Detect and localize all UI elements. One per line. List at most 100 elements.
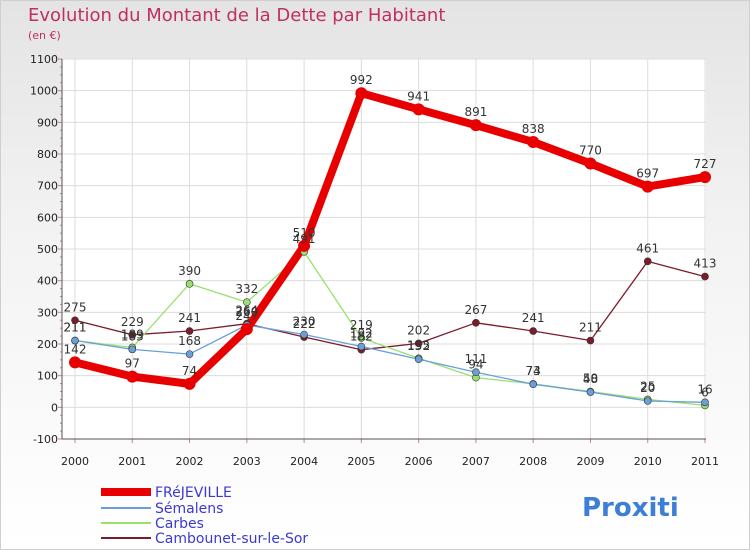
data-point: [357, 342, 366, 351]
data-label: 230: [293, 315, 316, 329]
x-tick-label: 2008: [519, 455, 547, 468]
y-tick-label: 300: [37, 306, 58, 319]
data-label: 73: [526, 364, 541, 378]
y-tick-label: 600: [37, 211, 58, 224]
data-point: [586, 336, 595, 345]
data-label: 97: [125, 357, 140, 371]
series-points: [69, 87, 711, 410]
data-point: [185, 280, 194, 288]
data-label: 211: [64, 321, 87, 335]
data-point: [472, 368, 480, 376]
data-point: [298, 239, 311, 252]
x-tick-labels: 2000 2001 2002 2003 2004 2005 2006 2007 2008 2009…: [61, 455, 719, 468]
x-tick-label: 2007: [462, 455, 490, 468]
data-point: [183, 377, 196, 390]
data-point: [412, 103, 425, 116]
series-line-FRéJEVILLE: [71, 89, 709, 388]
data-label: 20: [640, 381, 655, 395]
x-tick-label: 2005: [347, 455, 375, 468]
data-point: [126, 370, 139, 383]
x-tick-label: 2003: [233, 455, 261, 468]
series-lines: [71, 89, 709, 407]
data-point: [469, 119, 482, 132]
legend-label: Sémalens: [155, 501, 223, 517]
legend-label: Carbes: [155, 516, 204, 532]
data-label: 332: [235, 282, 258, 296]
series-line-Carbes: [74, 251, 706, 407]
data-label: 183: [121, 329, 144, 343]
data-point: [641, 180, 654, 193]
data-point: [529, 327, 537, 335]
proxiti-logo: Proxiti: [582, 493, 679, 523]
axes: [58, 58, 706, 443]
data-label: 838: [522, 122, 545, 136]
data-labels: 275 229 241 264 222 182 202 267 241 211 461 413 211 1…: [64, 73, 717, 399]
y-tick-label: 100: [37, 370, 58, 383]
data-label: 74: [526, 364, 541, 378]
data-label: 229: [121, 315, 144, 329]
series-line-Cambounet-sur-le-Sor: [74, 260, 706, 351]
y-tick-labels: -100 0 100 200 300 400 500 600 700 800 900 1000 1100: [30, 53, 58, 446]
data-point: [701, 272, 709, 281]
data-label: 275: [64, 300, 87, 314]
data-label: 94: [468, 358, 483, 372]
legend: FRéJEVILLESémalensCarbesCambounet-sur-le…: [101, 485, 308, 547]
x-tick-label: 2010: [634, 455, 662, 468]
data-point: [71, 336, 79, 345]
x-tick-label: 2002: [176, 455, 204, 468]
series-line-Sémalens: [74, 324, 706, 403]
data-point: [357, 334, 366, 342]
data-point: [699, 171, 711, 184]
y-tick-label: 0: [51, 401, 58, 414]
data-label: 192: [350, 327, 373, 341]
data-point: [71, 316, 79, 325]
data-label: 25: [640, 379, 655, 393]
data-point: [240, 323, 253, 336]
y-tick-label: 1100: [30, 53, 58, 66]
x-tick-label: 2001: [118, 455, 146, 468]
data-label: 267: [464, 303, 487, 317]
data-label: 211: [64, 321, 87, 335]
x-tick-label: 2000: [61, 455, 89, 468]
chart-title: Evolution du Montant de la Dette par Hab…: [28, 5, 446, 26]
data-label: 247: [235, 309, 258, 323]
data-point: [586, 388, 595, 396]
y-tick-label: 200: [37, 338, 58, 351]
legend-label: FRéJEVILLE: [155, 485, 232, 501]
data-label: 74: [182, 364, 197, 378]
data-label: 941: [407, 89, 430, 103]
data-point: [300, 330, 308, 339]
data-point: [128, 331, 137, 339]
data-label: 189: [121, 327, 144, 341]
data-label: 111: [464, 352, 487, 366]
data-point: [185, 350, 194, 358]
data-label: 222: [293, 317, 316, 331]
data-point: [529, 380, 537, 389]
legend-label: Cambounet-sur-le-Sor: [155, 531, 308, 547]
x-tick-label: 2004: [290, 455, 318, 468]
data-label: 241: [178, 311, 201, 325]
y-tick-label: 800: [37, 148, 58, 161]
y-tick-label: 400: [37, 275, 58, 288]
data-point: [643, 397, 652, 405]
data-point: [701, 398, 709, 407]
data-label: 491: [293, 232, 316, 246]
data-label: 697: [636, 167, 659, 181]
data-point: [69, 356, 81, 369]
data-label: 264: [235, 304, 258, 318]
y-tick-label: 700: [37, 180, 58, 193]
data-label: 142: [64, 342, 87, 356]
x-tick-label: 2011: [691, 455, 719, 468]
data-label: 211: [579, 321, 602, 335]
y-tick-label: 1000: [30, 85, 58, 98]
data-point: [527, 135, 540, 148]
data-label: 152: [407, 339, 430, 353]
grid-lines: [62, 58, 706, 440]
data-label: 241: [522, 311, 545, 325]
data-point: [472, 318, 480, 327]
data-label: 770: [579, 144, 602, 158]
x-tick-label: 2009: [576, 455, 604, 468]
data-point: [414, 355, 423, 364]
x-tick-label: 2006: [405, 455, 433, 468]
